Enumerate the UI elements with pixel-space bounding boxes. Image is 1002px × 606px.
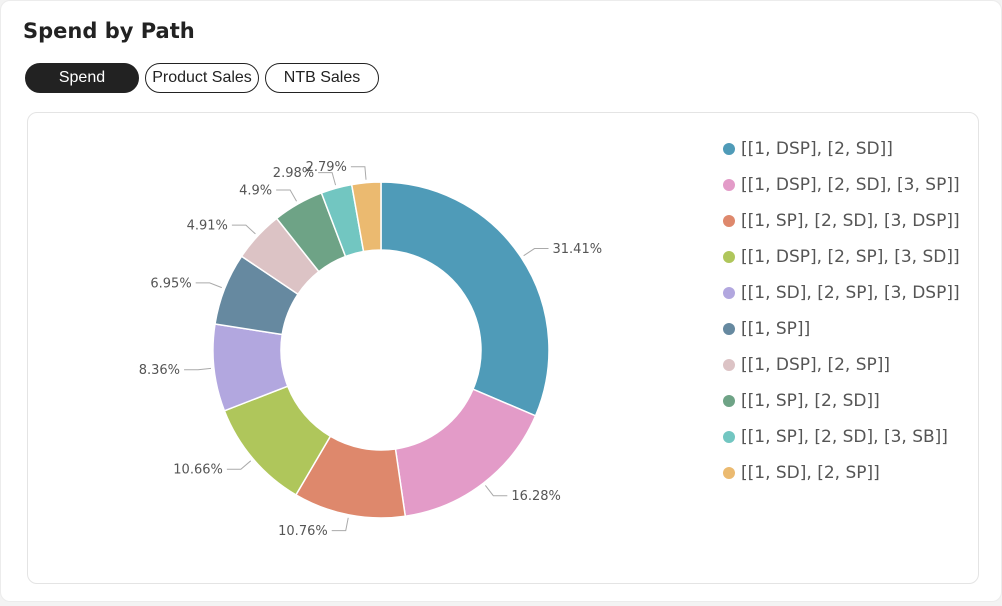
label-leader-line (226, 460, 252, 470)
legend-swatch (723, 179, 735, 191)
label-leader-line (318, 172, 337, 186)
legend-label: [[1, DSP], [2, SD]] (741, 139, 893, 159)
legend-item[interactable]: [[1, SD], [2, SP]] (723, 455, 960, 491)
legend-swatch (723, 431, 735, 443)
label-leader-line (231, 224, 256, 235)
label-leader-line (484, 485, 508, 497)
slice-percent-label: 16.28% (511, 489, 561, 504)
label-leader-line (331, 517, 349, 532)
legend-item[interactable]: [[1, DSP], [2, SD]] (723, 131, 960, 167)
legend-label: [[1, SD], [2, SP]] (741, 463, 880, 483)
legend-item[interactable]: [[1, SP], [2, SD], [3, DSP]] (723, 203, 960, 239)
legend-item[interactable]: [[1, SD], [2, SP], [3, DSP]] (723, 275, 960, 311)
slice-percent-label: 4.91% (187, 219, 228, 234)
label-leader-line (184, 367, 212, 371)
legend-swatch (723, 143, 735, 155)
legend-swatch (723, 251, 735, 263)
legend-swatch (723, 215, 735, 227)
legend-item[interactable]: [[1, DSP], [2, SP]] (723, 347, 960, 383)
label-leader-line (350, 166, 367, 180)
legend-label: [[1, DSP], [2, SP]] (741, 355, 891, 375)
label-leader-line (195, 282, 222, 289)
legend-item[interactable]: [[1, SP]] (723, 311, 960, 347)
slice-percent-label: 31.41% (553, 242, 603, 257)
legend-label: [[1, DSP], [2, SD], [3, SP]] (741, 175, 960, 195)
slice-percent-label: 2.98% (273, 166, 314, 181)
legend-label: [[1, SP]] (741, 319, 811, 339)
tab-spend[interactable]: Spend (25, 63, 139, 93)
legend-item[interactable]: [[1, DSP], [2, SP], [3, SD]] (723, 239, 960, 275)
slice-percent-label: 10.66% (173, 463, 223, 478)
legend-label: [[1, SD], [2, SP], [3, DSP]] (741, 283, 960, 303)
label-leader-line (276, 189, 297, 202)
chart-legend: [[1, DSP], [2, SD]] [[1, DSP], [2, SD], [… (723, 131, 960, 491)
legend-swatch (723, 467, 735, 479)
slice-percent-label: 6.95% (150, 276, 191, 291)
legend-label: [[1, DSP], [2, SP], [3, SD]] (741, 247, 960, 267)
slice-percent-label: 2.79% (306, 160, 347, 175)
legend-swatch (723, 395, 735, 407)
legend-swatch (723, 323, 735, 335)
slice-percent-label: 8.36% (139, 363, 180, 378)
legend-item[interactable]: [[1, SP], [2, SD], [3, SB]] (723, 419, 960, 455)
donut-slice[interactable] (380, 181, 550, 417)
tab-ntb-sales[interactable]: NTB Sales (265, 63, 379, 93)
legend-swatch (723, 287, 735, 299)
slice-percent-label: 4.9% (239, 184, 272, 199)
legend-label: [[1, SP], [2, SD], [3, SB]] (741, 427, 948, 447)
legend-item[interactable]: [[1, DSP], [2, SD], [3, SP]] (723, 167, 960, 203)
donut-slice[interactable] (350, 181, 382, 253)
legend-label: [[1, SP], [2, SD]] (741, 391, 880, 411)
legend-item[interactable]: [[1, SP], [2, SD]] (723, 383, 960, 419)
metric-tabs: Spend Product Sales NTB Sales (25, 63, 379, 93)
label-leader-line (523, 248, 549, 257)
legend-label: [[1, SP], [2, SD], [3, DSP]] (741, 211, 960, 231)
chart-title: Spend by Path (23, 19, 195, 43)
legend-swatch (723, 359, 735, 371)
tab-product-sales[interactable]: Product Sales (145, 63, 259, 93)
slice-percent-label: 10.76% (278, 524, 328, 539)
